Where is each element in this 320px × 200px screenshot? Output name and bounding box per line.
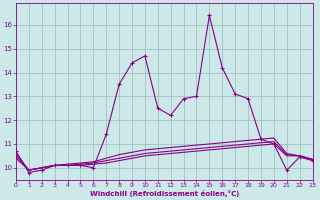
X-axis label: Windchill (Refroidissement éolien,°C): Windchill (Refroidissement éolien,°C): [90, 190, 239, 197]
